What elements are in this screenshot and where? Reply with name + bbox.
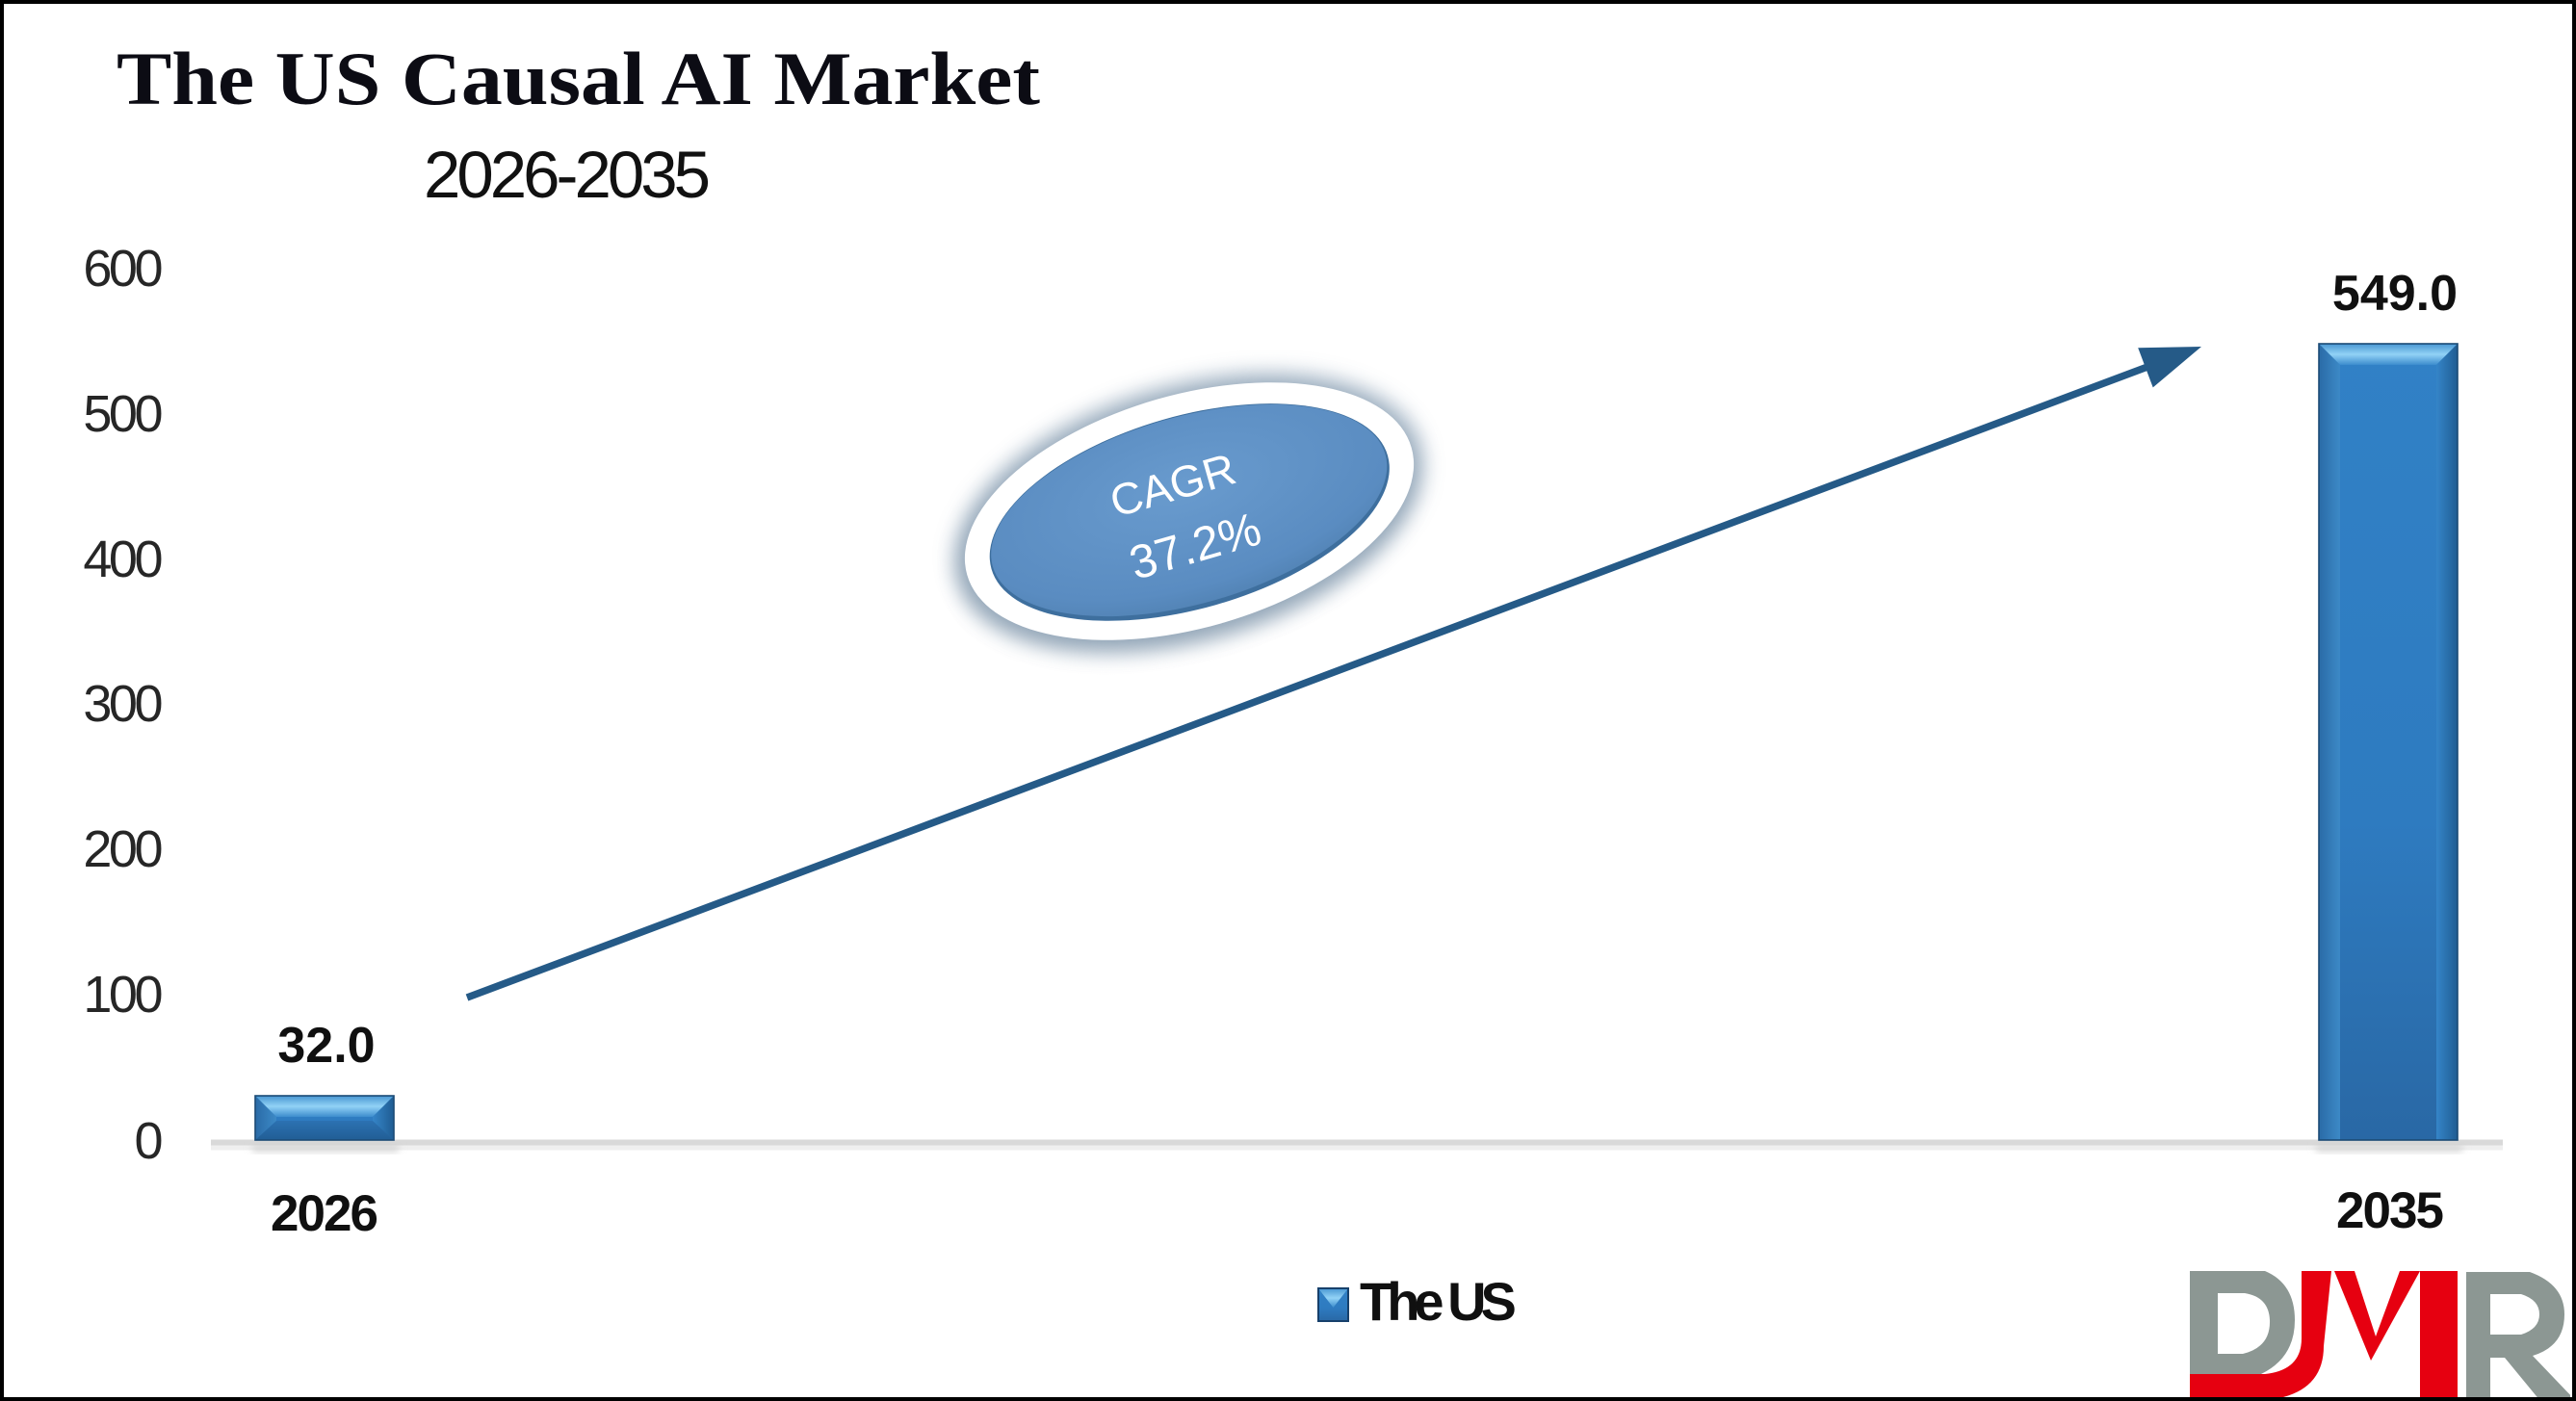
svg-text:200: 200 — [83, 820, 161, 878]
svg-text:600: 600 — [83, 240, 161, 298]
svg-text:2026: 2026 — [271, 1185, 377, 1242]
svg-text:The US Causal AI Market: The US Causal AI Market — [117, 37, 1040, 120]
svg-text:2026-2035: 2026-2035 — [424, 138, 709, 212]
svg-text:0: 0 — [134, 1112, 161, 1170]
svg-text:400: 400 — [83, 531, 161, 588]
svg-text:2035: 2035 — [2336, 1182, 2442, 1239]
svg-text:The US: The US — [1360, 1271, 1516, 1332]
svg-text:32.0: 32.0 — [277, 1018, 375, 1074]
svg-text:549.0: 549.0 — [2332, 266, 2458, 322]
svg-text:300: 300 — [83, 675, 161, 733]
svg-text:500: 500 — [83, 385, 161, 443]
svg-text:100: 100 — [83, 966, 161, 1024]
